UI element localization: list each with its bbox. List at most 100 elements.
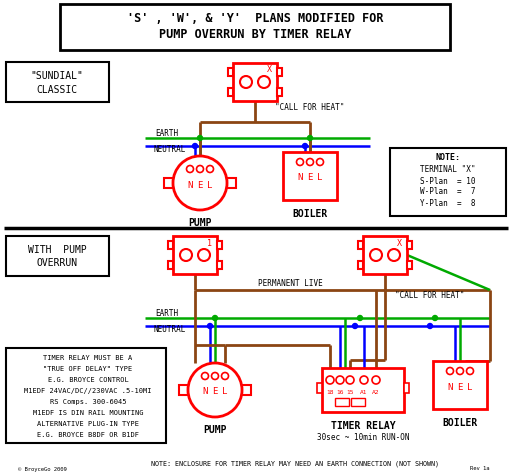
Bar <box>407 261 412 269</box>
Bar <box>233 63 277 101</box>
Text: BOILER: BOILER <box>442 418 478 428</box>
Bar <box>217 241 222 249</box>
Bar <box>217 261 222 269</box>
Text: WITH  PUMP: WITH PUMP <box>28 245 87 255</box>
Circle shape <box>296 159 304 166</box>
Circle shape <box>206 166 214 172</box>
Text: "CALL FOR HEAT": "CALL FOR HEAT" <box>275 103 345 112</box>
Text: NEUTRAL: NEUTRAL <box>154 146 186 155</box>
Text: L: L <box>467 383 473 391</box>
Bar <box>317 383 322 393</box>
Text: ALTERNATIVE PLUG-IN TYPE: ALTERNATIVE PLUG-IN TYPE <box>37 421 139 427</box>
Text: NEUTRAL: NEUTRAL <box>154 326 186 335</box>
Circle shape <box>326 376 334 384</box>
Bar <box>351 398 365 406</box>
Circle shape <box>173 156 227 210</box>
Bar <box>358 241 363 249</box>
Text: 30sec ~ 10min RUN-ON: 30sec ~ 10min RUN-ON <box>317 434 409 443</box>
Text: RS Comps. 300-6045: RS Comps. 300-6045 <box>50 399 126 405</box>
Bar <box>433 361 487 409</box>
Circle shape <box>357 316 362 320</box>
Bar <box>6 236 109 276</box>
Text: L: L <box>222 387 228 397</box>
Text: E: E <box>212 387 218 397</box>
Text: S-Plan  = 10: S-Plan = 10 <box>420 177 476 186</box>
Circle shape <box>466 367 474 375</box>
Bar <box>168 261 173 269</box>
Circle shape <box>211 373 219 379</box>
Circle shape <box>308 136 312 140</box>
Text: PUMP: PUMP <box>188 218 212 228</box>
Text: TERMINAL "X": TERMINAL "X" <box>420 166 476 175</box>
Bar <box>277 68 282 76</box>
Text: E: E <box>197 180 203 189</box>
Circle shape <box>428 324 433 328</box>
Text: W-Plan  =  7: W-Plan = 7 <box>420 188 476 197</box>
Text: NOTE:: NOTE: <box>436 153 460 162</box>
Circle shape <box>197 166 203 172</box>
Circle shape <box>336 376 344 384</box>
Bar <box>390 148 506 216</box>
Bar <box>407 241 412 249</box>
Bar <box>277 88 282 96</box>
Text: EARTH: EARTH <box>156 309 179 318</box>
Text: M1EDF 24VAC/DC//230VAC .5-10MI: M1EDF 24VAC/DC//230VAC .5-10MI <box>24 388 152 394</box>
Bar <box>168 241 173 249</box>
Bar <box>6 62 109 102</box>
Text: E.G. BROYCE CONTROL: E.G. BROYCE CONTROL <box>48 377 129 383</box>
Text: N: N <box>187 180 193 189</box>
Circle shape <box>316 159 324 166</box>
Text: E.G. BROYCE B8DF OR B1DF: E.G. BROYCE B8DF OR B1DF <box>37 432 139 438</box>
Circle shape <box>202 373 208 379</box>
Bar <box>242 385 251 395</box>
Circle shape <box>198 136 203 140</box>
Text: 15: 15 <box>346 389 354 395</box>
Circle shape <box>307 159 313 166</box>
Circle shape <box>360 376 368 384</box>
Text: BOILER: BOILER <box>292 209 328 219</box>
Text: PERMANENT LIVE: PERMANENT LIVE <box>258 278 323 288</box>
Text: E: E <box>457 383 463 391</box>
Circle shape <box>258 76 270 88</box>
Text: 18: 18 <box>326 389 334 395</box>
Text: N: N <box>297 173 303 182</box>
Text: "TRUE OFF DELAY" TYPE: "TRUE OFF DELAY" TYPE <box>44 366 133 372</box>
Bar <box>228 68 233 76</box>
Text: TIMER RELAY MUST BE A: TIMER RELAY MUST BE A <box>44 355 133 361</box>
Text: OVERRUN: OVERRUN <box>36 258 77 268</box>
Text: "CALL FOR HEAT": "CALL FOR HEAT" <box>395 290 465 299</box>
Text: © BroyceGo 2009: © BroyceGo 2009 <box>18 466 67 472</box>
Text: L: L <box>317 173 323 182</box>
Bar <box>179 385 188 395</box>
Bar <box>358 261 363 269</box>
Circle shape <box>372 376 380 384</box>
Circle shape <box>388 249 400 261</box>
Bar <box>60 4 450 50</box>
Circle shape <box>186 166 194 172</box>
Text: 'S' , 'W', & 'Y'  PLANS MODIFIED FOR: 'S' , 'W', & 'Y' PLANS MODIFIED FOR <box>127 11 383 24</box>
Text: L: L <box>207 180 212 189</box>
Circle shape <box>180 249 192 261</box>
Bar <box>322 368 404 412</box>
Text: A2: A2 <box>372 389 380 395</box>
Circle shape <box>222 373 228 379</box>
Circle shape <box>212 316 218 320</box>
Circle shape <box>188 363 242 417</box>
Text: "SUNDIAL": "SUNDIAL" <box>31 71 83 81</box>
Text: 16: 16 <box>336 389 344 395</box>
Text: X: X <box>396 238 401 248</box>
Circle shape <box>370 249 382 261</box>
Text: Y-Plan  =  8: Y-Plan = 8 <box>420 198 476 208</box>
Text: N: N <box>202 387 208 397</box>
Bar <box>228 88 233 96</box>
Text: A1: A1 <box>360 389 368 395</box>
Text: M1EDF IS DIN RAIL MOUNTING: M1EDF IS DIN RAIL MOUNTING <box>33 410 143 416</box>
Bar <box>283 152 337 200</box>
Bar <box>6 348 166 443</box>
Circle shape <box>446 367 454 375</box>
Text: PUMP: PUMP <box>203 425 227 435</box>
Bar <box>227 178 236 188</box>
Bar <box>335 398 349 406</box>
Bar <box>164 178 173 188</box>
Circle shape <box>303 143 308 149</box>
